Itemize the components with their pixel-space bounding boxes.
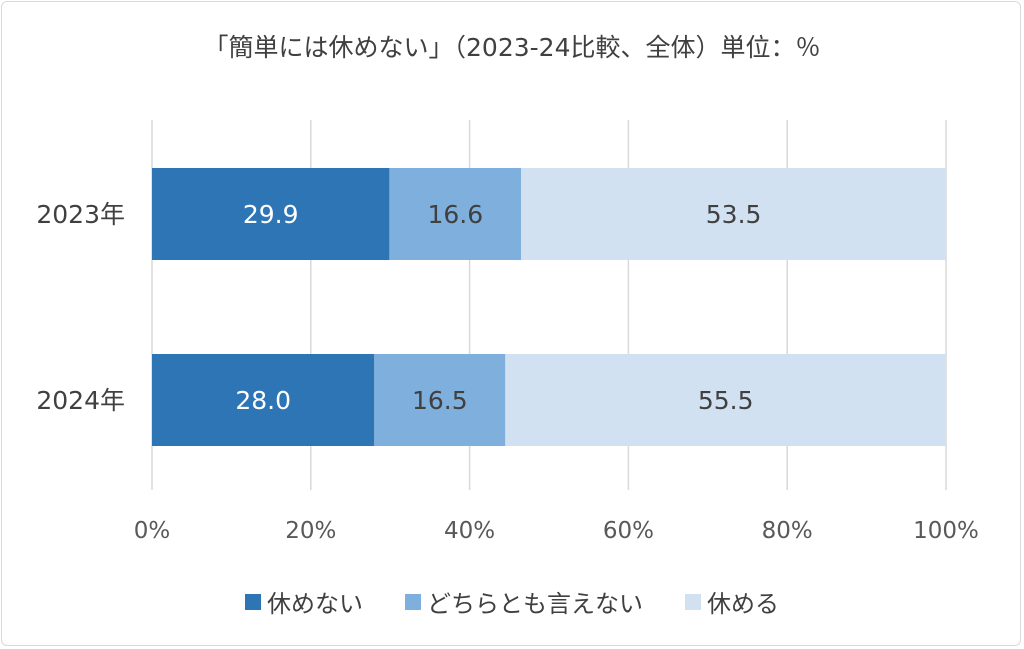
data-label: 16.5	[412, 386, 468, 415]
legend-swatch	[245, 593, 261, 610]
chart-legend: 休めない どちらとも言えない 休める	[0, 584, 1024, 619]
chart-title: 「簡単には休めない」（2023-24比較、全体）単位：％	[203, 33, 821, 62]
legend-item: 休める	[685, 584, 779, 619]
x-tick-label: 20%	[285, 518, 336, 544]
bar-segment	[374, 354, 506, 446]
data-label: 55.5	[698, 386, 754, 415]
x-tick-label: 80%	[762, 518, 813, 544]
bar-segment	[505, 354, 946, 446]
x-tick-label: 40%	[444, 518, 495, 544]
category-label: 2023年	[36, 200, 125, 229]
data-label: 29.9	[243, 200, 299, 229]
legend-label: どちらとも言えない	[427, 590, 643, 618]
x-tick-label: 100%	[913, 518, 979, 544]
legend-swatch	[405, 593, 421, 610]
bar-segment	[389, 168, 522, 260]
data-label: 16.6	[427, 200, 483, 229]
bar-segment	[152, 168, 390, 260]
bar-segment	[152, 354, 375, 446]
legend-label: 休める	[707, 590, 779, 618]
data-label: 28.0	[235, 386, 291, 415]
data-label: 53.5	[706, 200, 762, 229]
x-tick-label: 0%	[134, 518, 171, 544]
bar-segment	[521, 168, 946, 260]
category-label: 2024年	[36, 386, 125, 415]
x-tick-label: 60%	[603, 518, 654, 544]
legend-item: どちらとも言えない	[405, 584, 643, 619]
legend-label: 休めない	[267, 590, 363, 618]
legend-swatch	[685, 593, 701, 610]
legend-item: 休めない	[245, 584, 363, 619]
